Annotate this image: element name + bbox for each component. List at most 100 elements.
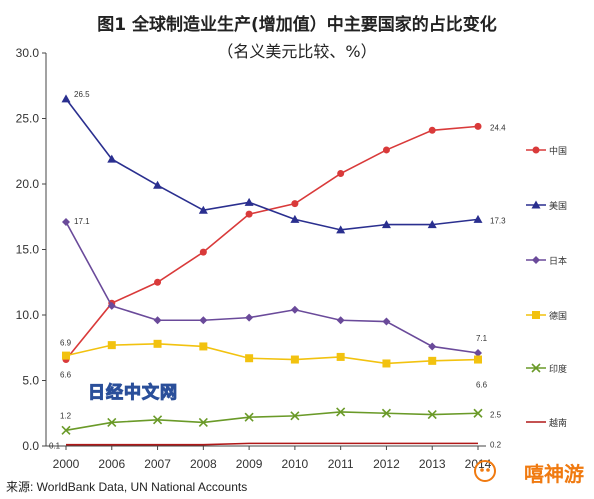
data-point — [199, 342, 208, 351]
data-point — [428, 126, 436, 134]
data-label: 6.6 — [60, 371, 72, 380]
data-point — [290, 355, 299, 364]
legend-item-3: 德国 — [526, 310, 567, 321]
data-point — [473, 214, 483, 223]
legend-label: 德国 — [549, 310, 567, 321]
data-label: 26.5 — [74, 90, 90, 99]
x-marker-stroke — [381, 408, 392, 418]
data-point — [428, 342, 437, 351]
data-point — [61, 94, 71, 103]
data-point — [107, 154, 117, 163]
x-marker-stroke — [198, 417, 208, 427]
data-point — [474, 355, 482, 364]
x-marker-stroke — [152, 415, 163, 425]
legend-item-4: 印度 — [526, 363, 567, 374]
data-point — [427, 220, 437, 229]
data-point — [531, 363, 541, 373]
legend-label: 印度 — [549, 363, 567, 374]
legend-item-2: 日本 — [526, 255, 567, 266]
data-point — [473, 408, 483, 418]
data-label: 17.3 — [490, 216, 506, 225]
series-0: 6.6 24.4 — [60, 122, 506, 380]
data-label: 0.1 — [49, 442, 61, 451]
x-tick-label: 2006 — [98, 457, 125, 471]
data-point — [381, 408, 392, 418]
data-point — [154, 278, 162, 286]
data-point — [381, 220, 391, 229]
data-point — [337, 170, 345, 178]
series-line — [66, 442, 478, 446]
x-marker-stroke — [61, 425, 71, 435]
data-point — [245, 210, 253, 218]
axes: 0.0 5.0 10.0 15.0 20.0 25.0 30.0 2000 2006 2007 20… — [16, 46, 492, 471]
data-point — [336, 316, 345, 325]
x-tick-label: 2008 — [190, 457, 217, 471]
legend-item-1: 美国 — [526, 200, 567, 211]
x-tick-label: 2012 — [373, 457, 400, 471]
x-tick-label: 2007 — [144, 457, 171, 471]
data-point — [290, 214, 300, 223]
watermark-text: 日经中文网 — [88, 383, 178, 404]
data-point — [245, 313, 254, 322]
x-marker-stroke — [427, 409, 437, 420]
y-tick-label: 15.0 — [16, 243, 40, 257]
data-point — [532, 256, 540, 264]
data-point — [474, 348, 482, 357]
data-point — [107, 341, 116, 350]
data-point — [62, 217, 70, 226]
brand-logo-icon — [474, 460, 496, 482]
x-tick-label: 2013 — [419, 457, 446, 471]
data-label: 6.6 — [476, 381, 488, 390]
data-point — [153, 339, 162, 348]
data-point — [244, 197, 254, 206]
legend-label: 美国 — [549, 200, 567, 211]
data-point — [153, 316, 162, 325]
data-label: 7.1 — [476, 334, 488, 343]
x-tick-label: 2010 — [282, 457, 309, 471]
data-point — [382, 317, 391, 326]
data-point — [153, 180, 163, 189]
x-tick-label: 2011 — [328, 457, 354, 471]
series-5: 0.1 0.2 — [49, 440, 502, 450]
data-point — [107, 417, 117, 427]
data-point — [198, 417, 208, 427]
x-marker-stroke — [290, 411, 300, 421]
x-marker-stroke — [336, 407, 346, 417]
data-point — [62, 351, 70, 360]
series-line — [65, 343, 479, 365]
x-marker-stroke — [107, 417, 117, 427]
series-line — [65, 98, 479, 231]
y-tick-label: 30.0 — [16, 46, 40, 60]
data-point — [199, 248, 207, 256]
data-point — [290, 411, 300, 421]
data-point — [531, 200, 541, 209]
data-point — [336, 407, 346, 417]
legend-label: 日本 — [549, 255, 567, 266]
data-point — [61, 425, 71, 435]
x-tick-label: 2000 — [53, 457, 80, 471]
y-tick-label: 25.0 — [16, 112, 40, 126]
series-3: 6.9 6.6 — [60, 339, 488, 390]
series-line — [65, 125, 479, 361]
data-point — [107, 301, 116, 310]
data-point — [532, 146, 540, 154]
data-label: 0.2 — [490, 440, 502, 449]
data-point — [336, 225, 346, 234]
x-marker-stroke — [531, 363, 541, 373]
data-point — [245, 354, 254, 363]
y-tick-label: 10.0 — [16, 308, 40, 322]
legend-item-0: 中国 — [526, 145, 567, 156]
data-label: 2.5 — [490, 410, 502, 419]
x-marker-stroke — [473, 408, 483, 418]
legend-item-5: 越南 — [526, 417, 567, 428]
series-1: 26.5 17.3 — [61, 90, 506, 234]
x-marker-stroke — [244, 412, 254, 422]
data-point — [198, 205, 208, 214]
legend-label: 中国 — [549, 145, 567, 156]
chart-subtitle: （名义美元比较、%） — [217, 42, 377, 61]
brand-watermark: 嘻神游 — [524, 462, 584, 486]
series-2: 17.1 7.1 — [62, 217, 488, 357]
series-line — [65, 221, 479, 354]
